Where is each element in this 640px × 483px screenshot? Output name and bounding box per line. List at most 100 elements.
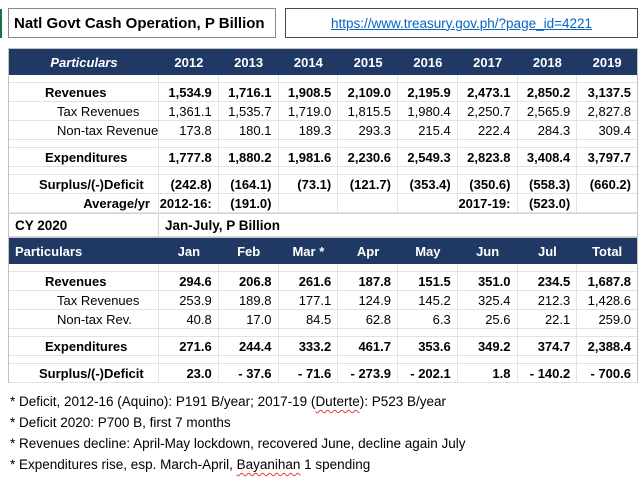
value-cell: 1,534.9 <box>159 83 219 102</box>
value-cell: 215.4 <box>398 121 458 140</box>
empty-cell <box>517 167 578 175</box>
value-cell <box>577 194 637 213</box>
value-cell: 180.1 <box>218 121 279 140</box>
column-header: Jul <box>537 243 557 259</box>
empty-cell <box>457 356 518 364</box>
column-header: 2015 <box>353 54 383 70</box>
monthly-table: Particulars Jan Feb Mar * Apr May Jun Jul Total R… <box>8 237 638 383</box>
value-cell: (353.4) <box>398 175 458 194</box>
column-header: 2012 <box>174 54 204 70</box>
empty-cell <box>457 75 518 83</box>
spacer-row <box>9 167 637 175</box>
column-header: Mar * <box>292 243 325 259</box>
value-cell: (660.2) <box>577 175 637 194</box>
value-cell: 261.6 <box>278 272 339 291</box>
value-cell: 244.4 <box>218 337 279 356</box>
column-header: Total <box>592 243 623 259</box>
annual-table: Particulars 2012 2013 2014 2015 2016 2017 2018 2… <box>8 48 638 213</box>
column-header: 2017 <box>473 54 503 70</box>
empty-cell <box>9 356 159 364</box>
empty-cell <box>278 264 339 272</box>
value-cell: 23.0 <box>159 364 219 383</box>
value-cell: 333.2 <box>278 337 339 356</box>
column-header: Jun <box>476 243 500 259</box>
value-cell: 3,797.7 <box>577 148 637 167</box>
empty-cell <box>159 140 219 148</box>
value-cell: - 140.2 <box>517 364 578 383</box>
empty-cell <box>398 329 458 337</box>
empty-cell <box>338 75 398 83</box>
empty-cell <box>338 356 398 364</box>
column-header: May <box>415 243 441 259</box>
notes: * Deficit, 2012-16 (Aquino): P191 B/year… <box>8 391 638 475</box>
value-cell: 3,137.5 <box>577 83 637 102</box>
value-cell: (191.0) <box>218 194 279 213</box>
empty-cell <box>278 140 339 148</box>
particulars-header: Particulars <box>15 243 83 259</box>
value-cell: 2,109.0 <box>338 83 398 102</box>
value-cell: 2,230.6 <box>338 148 398 167</box>
value-cell: 187.8 <box>338 272 398 291</box>
value-cell: 1.8 <box>457 364 518 383</box>
empty-cell <box>338 140 398 148</box>
empty-cell <box>398 264 458 272</box>
value-cell: 349.2 <box>457 337 518 356</box>
table-row: Expenditures 1,777.8 1,880.2 1,981.6 2,230.6… <box>9 148 637 167</box>
column-header: Jan <box>177 243 201 259</box>
row-label: Non-tax Revenues <box>9 121 159 140</box>
empty-cell <box>577 356 637 364</box>
particulars-header: Particulars <box>50 54 118 70</box>
empty-cell <box>577 167 637 175</box>
value-cell: 1,687.8 <box>577 272 637 291</box>
note-line: * Revenues decline: April-May lockdown, … <box>10 433 638 454</box>
note-text: ): P523 B/year <box>359 394 447 409</box>
empty-cell <box>517 75 578 83</box>
value-cell: 2,850.2 <box>517 83 578 102</box>
cy2020-label: CY 2020 <box>9 213 159 237</box>
value-cell: (350.6) <box>457 175 518 194</box>
empty-cell <box>9 264 159 272</box>
value-cell: 222.4 <box>457 121 518 140</box>
row-label: Tax Revenues <box>9 291 159 310</box>
empty-cell <box>159 264 219 272</box>
value-cell: 17.0 <box>218 310 279 329</box>
table-row: Revenues 294.6 206.8 261.6 187.8 151.5 351.0 23… <box>9 272 637 291</box>
value-cell: (242.8) <box>159 175 219 194</box>
value-cell: (558.3) <box>517 175 578 194</box>
spacer-row <box>9 140 637 148</box>
empty-cell <box>457 140 518 148</box>
note-line: * Deficit 2020: P700 B, first 7 months <box>10 412 638 433</box>
empty-cell <box>218 356 279 364</box>
value-cell: 84.5 <box>278 310 339 329</box>
table-row: Revenues 1,534.9 1,716.1 1,908.5 2,109.0 2,19… <box>9 83 637 102</box>
value-cell: 309.4 <box>577 121 637 140</box>
empty-cell <box>398 167 458 175</box>
empty-cell <box>517 140 578 148</box>
empty-cell <box>517 329 578 337</box>
value-cell: 25.6 <box>457 310 518 329</box>
value-cell: 2,565.9 <box>517 102 578 121</box>
row-label: Revenues <box>9 272 159 291</box>
value-cell: 1,815.5 <box>338 102 398 121</box>
row-label: Surplus/(-)Deficit <box>9 364 159 383</box>
value-cell: 253.9 <box>159 291 219 310</box>
row-label: Expenditures <box>9 148 159 167</box>
value-cell: 234.5 <box>517 272 578 291</box>
spacer-row <box>9 75 637 83</box>
empty-cell <box>517 264 578 272</box>
value-cell: 2,473.1 <box>457 83 518 102</box>
empty-cell <box>457 167 518 175</box>
empty-cell <box>159 329 219 337</box>
column-header: 2013 <box>234 54 264 70</box>
empty-cell <box>338 329 398 337</box>
empty-cell <box>278 75 339 83</box>
row-label: Expenditures <box>9 337 159 356</box>
treasury-link[interactable]: https://www.treasury.gov.ph/?page_id=422… <box>330 15 593 31</box>
value-cell: - 37.6 <box>218 364 279 383</box>
value-cell: 2,388.4 <box>577 337 637 356</box>
value-cell: 1,980.4 <box>398 102 458 121</box>
table-row: Average/yr 2012-16: (191.0) 2017-19: (523.0) <box>9 194 637 213</box>
value-cell: - 700.6 <box>577 364 637 383</box>
spacer-row <box>9 356 637 364</box>
